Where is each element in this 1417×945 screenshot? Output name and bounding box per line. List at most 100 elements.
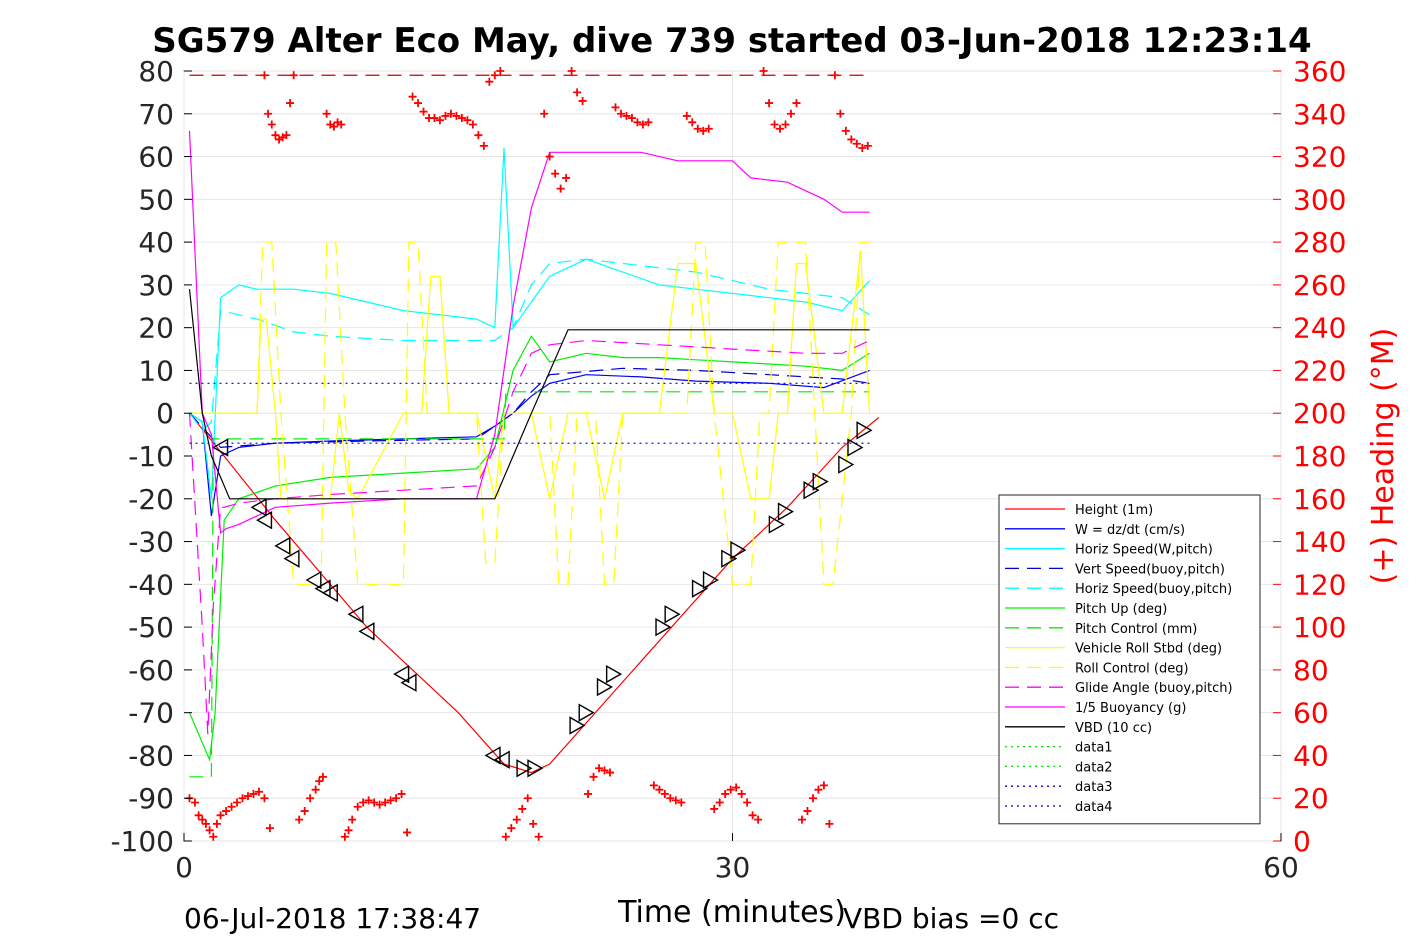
series-line-10 [188,130,870,535]
series-line-7 [189,250,871,500]
y2-tick-label: 200 [1293,397,1346,430]
heading-point [205,826,214,835]
heading-point [715,798,724,807]
glider-marker [569,716,586,735]
heading-point [754,815,763,824]
heading-point [264,109,273,118]
glider-marker [777,502,794,521]
legend-entry-14: data3 [1075,780,1113,795]
heading-point [551,169,560,178]
heading-point [573,88,582,97]
glider-marker [393,664,410,684]
heading-point [392,794,401,803]
heading-point [759,67,768,75]
heading-point [677,798,686,807]
heading-point [748,811,757,820]
heading-point [841,126,850,135]
legend-entry-15: data4 [1075,800,1113,815]
heading-point [540,109,549,118]
y2-tick-label: 0 [1293,825,1311,858]
series-line-11 [188,289,870,500]
heading-point [562,173,571,182]
heading-point [463,116,472,125]
glider-marker [605,664,623,684]
legend-entry-8: Roll Control (deg) [1075,661,1189,676]
heading-point [808,794,817,803]
heading-point [344,826,353,835]
x-axis-label: Time (minutes) [617,895,846,930]
heading-point [370,798,379,807]
heading-point [699,126,708,135]
legend-entry-9: Glide Angle (buoy,pitch) [1075,681,1233,696]
heading-point [457,114,466,123]
y-tick-label: 20 [138,312,174,345]
heading-point [474,131,483,140]
heading-point [190,798,199,807]
series-line-8 [189,241,870,585]
heading-point [271,131,280,140]
y2-tick-label: 120 [1293,568,1346,601]
heading-point [606,768,615,777]
heading-point [340,832,349,841]
y2-tick-label: 80 [1293,654,1329,687]
glider-marker [516,759,533,778]
glider-marker [250,498,267,517]
heading-point [595,764,604,773]
series-layer [185,67,880,841]
glider-marker [484,746,501,765]
y2-tick-label: 40 [1293,739,1329,772]
heading-point [567,67,576,75]
heading-point [267,120,276,129]
glider-marker [803,481,820,500]
y-tick-label: -30 [128,526,174,559]
y-tick-label: -100 [110,825,174,858]
heading-point [254,787,263,796]
glider-marker [691,579,709,598]
heading-point [430,114,439,123]
heading-point [765,99,774,108]
heading-point [660,789,669,798]
heading-point [655,785,664,794]
y-tick-label: 10 [138,354,174,387]
heading-point [198,815,207,824]
heading-point [847,135,856,144]
y2-tick-label: 340 [1293,98,1346,131]
heading-point [776,124,785,133]
heading-point [693,124,702,133]
heading-point [201,819,210,828]
y2-tick-label: 60 [1293,697,1329,730]
heading-point [227,802,236,811]
right-axis-label: (+) Heading (°M) [1366,328,1401,585]
legend-entry-3: Vert Speed(buoy,pitch) [1075,562,1225,577]
heading-point [721,789,730,798]
legend-entry-11: VBD (10 cc) [1075,721,1152,736]
glider-marker [283,549,300,568]
y-tick-label: -20 [128,483,174,516]
heading-point [353,802,362,811]
y2-tick-label: 260 [1293,269,1346,302]
heading-point [638,120,647,129]
y2-tick-label: 20 [1293,782,1329,815]
heading-point [792,99,801,108]
legend-box [998,494,1261,825]
heading-point [726,785,735,794]
heading-point [485,77,494,86]
heading-point [233,798,242,807]
left-axis: -100-90-80-70-60-50-40-30-20-10010203040… [110,55,192,858]
heading-point [858,144,867,152]
heading-point [452,111,461,120]
right-axis: 0 20 40 60 80 100 120 140 160 180 200 220 240 260 280 3… [1273,55,1346,858]
series-line-4 [189,258,870,432]
heading-point [616,109,625,118]
glider-marker [347,605,364,624]
legend-entry-0: Height (1m) [1075,503,1153,518]
y2-tick-label: 220 [1293,354,1346,387]
series-line-1 [189,369,870,516]
heading-point [348,815,357,824]
legend-entry-6: Pitch Control (mm) [1075,622,1197,637]
heading-point [600,766,609,775]
heading-point [222,807,231,816]
x-tick-label: 0 [175,851,193,884]
y2-tick-label: 140 [1293,526,1346,559]
